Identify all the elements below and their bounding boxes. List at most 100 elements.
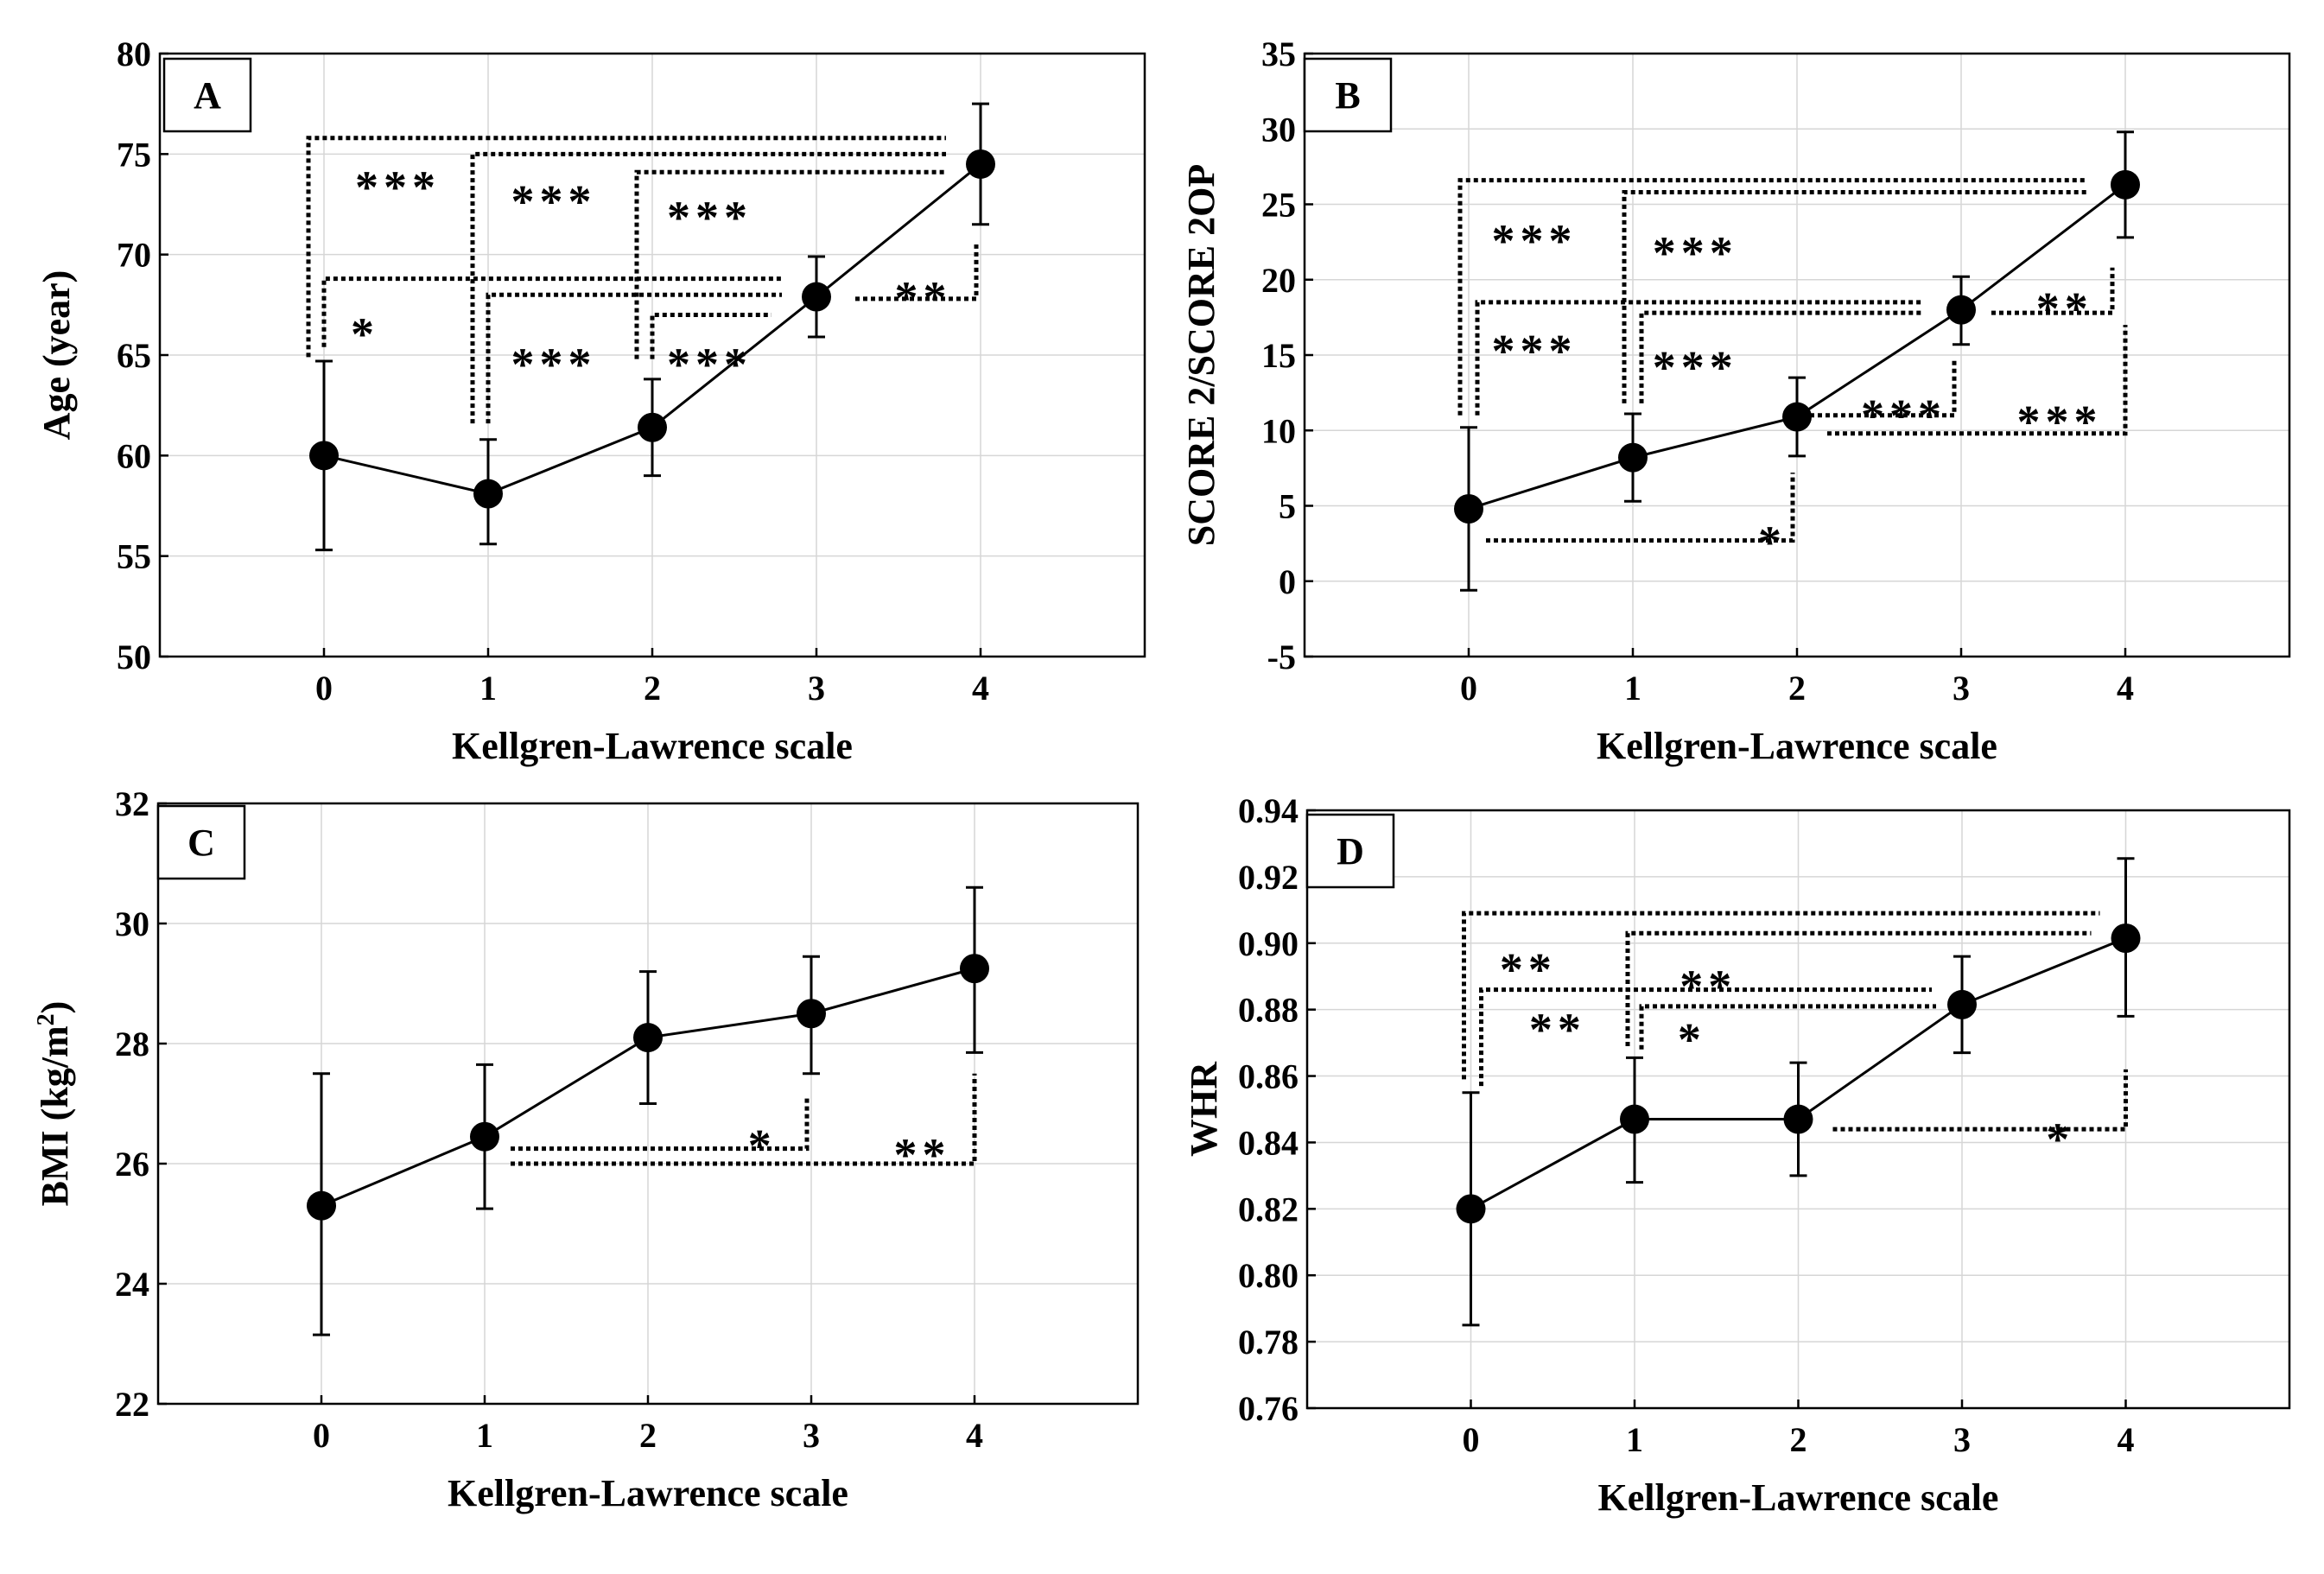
data-point bbox=[960, 954, 989, 984]
y-tick-label: 10 bbox=[1261, 411, 1296, 450]
significance-label: ** bbox=[1680, 961, 1737, 1012]
y-axis-label: WHR bbox=[1183, 1061, 1225, 1157]
significance-bracket bbox=[1832, 1069, 2128, 1132]
significance-label: *** bbox=[1653, 227, 1738, 279]
panel-letter: A bbox=[194, 74, 221, 117]
significance-bracket bbox=[1486, 473, 1795, 543]
x-tick-label: 4 bbox=[972, 669, 989, 708]
significance-label: *** bbox=[1492, 325, 1578, 377]
data-point bbox=[2111, 169, 2140, 200]
significance-bracket bbox=[1827, 325, 2128, 436]
significance-bracket bbox=[1622, 190, 2086, 403]
data-point bbox=[1456, 1194, 1486, 1224]
panel-letter-box bbox=[1303, 57, 1393, 133]
significance-label: ** bbox=[1500, 944, 1557, 996]
x-tick-label: 2 bbox=[644, 669, 661, 708]
y-tick-label: 0.92 bbox=[1238, 858, 1299, 897]
x-tick-label: 3 bbox=[1953, 669, 1970, 708]
x-axis-label: Kellgren-Lawrence scale bbox=[452, 725, 853, 767]
x-tick-label: 2 bbox=[1788, 669, 1806, 708]
x-tick-label: 4 bbox=[2118, 1420, 2135, 1459]
y-axis-label-close: ) bbox=[34, 1001, 76, 1014]
y-axis-label: BMI (kg/m2) bbox=[33, 1001, 76, 1207]
x-tick-label: 4 bbox=[966, 1416, 983, 1455]
data-point bbox=[638, 412, 667, 442]
y-axis-label: Age (year) bbox=[35, 270, 78, 441]
y-tick-label: 32 bbox=[115, 784, 149, 823]
x-tick-label: 1 bbox=[476, 1416, 493, 1455]
significance-bracket bbox=[634, 169, 946, 359]
y-tick-label: -5 bbox=[1267, 638, 1296, 676]
significance-bracket bbox=[306, 136, 946, 358]
y-tick-label: 35 bbox=[1261, 35, 1296, 73]
data-point bbox=[802, 282, 831, 312]
y-tick-label: 26 bbox=[115, 1145, 149, 1184]
data-point bbox=[1454, 493, 1483, 524]
x-tick-label: 1 bbox=[1624, 669, 1641, 708]
panel-letter: D bbox=[1337, 830, 1364, 873]
significance-brackets bbox=[306, 136, 979, 424]
significance-label: * bbox=[1758, 517, 1787, 568]
significance-bracket bbox=[1810, 358, 1957, 418]
y-tick-label: 15 bbox=[1261, 336, 1296, 375]
y-axis-label: SCORE 2/SCORE 2OP bbox=[1180, 164, 1222, 547]
x-axis-label: Kellgren-Lawrence scale bbox=[448, 1472, 848, 1514]
significance-label: * bbox=[2046, 1114, 2074, 1165]
significance-label: ** bbox=[894, 1129, 951, 1181]
significance-brackets bbox=[1457, 178, 2128, 543]
panel-letter: C bbox=[187, 822, 215, 864]
x-axis-label: Kellgren-Lawrence scale bbox=[1597, 725, 1997, 767]
y-tick-label: 22 bbox=[115, 1385, 149, 1424]
significance-label: *** bbox=[1492, 215, 1578, 267]
significance-label: * bbox=[1678, 1013, 1706, 1065]
y-tick-label: 30 bbox=[115, 904, 149, 943]
data-point bbox=[473, 479, 503, 509]
data-point bbox=[1620, 1104, 1649, 1134]
panel-letter-box bbox=[1305, 813, 1395, 889]
significance-brackets bbox=[511, 1073, 977, 1166]
significance-bracket bbox=[470, 151, 946, 424]
significance-bracket bbox=[1462, 911, 2100, 1080]
y-tick-label: 0.90 bbox=[1238, 924, 1299, 963]
y-tick-label: 5 bbox=[1279, 487, 1296, 526]
data-point bbox=[470, 1121, 499, 1152]
data-point bbox=[1946, 295, 1976, 325]
significance-bracket bbox=[511, 1073, 977, 1166]
significance-label: * bbox=[351, 308, 379, 360]
x-tick-label: 2 bbox=[1790, 1420, 1807, 1459]
panel-letter-box bbox=[162, 57, 252, 133]
y-tick-label: 0.78 bbox=[1238, 1323, 1299, 1361]
chart-panel-b: -5 0 5 10 15 20 25 30 35 0 1 2 3 4 Kellgren-Lawrence s… bbox=[1180, 35, 2291, 767]
y-tick-label: 65 bbox=[117, 336, 151, 375]
significance-label: *** bbox=[667, 339, 752, 390]
chart-panel-d: 0.76 0.78 0.80 0.82 0.84 0.86 0.88 0.90 0.92 0.94… bbox=[1183, 791, 2291, 1519]
y-tick-label: 28 bbox=[115, 1025, 149, 1063]
y-tick-label: 0 bbox=[1279, 562, 1296, 601]
significance-bracket bbox=[1639, 1004, 1936, 1050]
x-tick-label: 0 bbox=[1460, 669, 1477, 708]
data-point bbox=[1947, 989, 1977, 1019]
y-tick-label: 0.82 bbox=[1238, 1190, 1299, 1228]
x-tick-label: 1 bbox=[479, 669, 497, 708]
significance-bracket bbox=[1457, 178, 2086, 416]
x-tick-label: 3 bbox=[803, 1416, 820, 1455]
series-0 bbox=[307, 885, 989, 1336]
panel-letter: B bbox=[1335, 74, 1360, 117]
significance-label: ** bbox=[2036, 282, 2093, 334]
x-axis-label: Kellgren-Lawrence scale bbox=[1598, 1476, 1999, 1519]
y-tick-label: 80 bbox=[117, 35, 151, 73]
y-tick-label: 75 bbox=[117, 135, 151, 174]
y-tick-label: 0.76 bbox=[1238, 1389, 1299, 1428]
data-point bbox=[309, 441, 339, 471]
significance-label: *** bbox=[667, 192, 752, 244]
significance-label: ** bbox=[1529, 1004, 1586, 1056]
significance-bracket bbox=[1991, 267, 2115, 315]
gridlines bbox=[1305, 53, 2289, 657]
series-0 bbox=[1454, 130, 2140, 592]
x-tick-label: 3 bbox=[808, 669, 825, 708]
y-tick-label: 0.84 bbox=[1238, 1123, 1299, 1162]
data-point bbox=[2111, 923, 2141, 954]
significance-bracket bbox=[1475, 300, 1922, 416]
y-tick-label: 0.88 bbox=[1238, 991, 1299, 1030]
